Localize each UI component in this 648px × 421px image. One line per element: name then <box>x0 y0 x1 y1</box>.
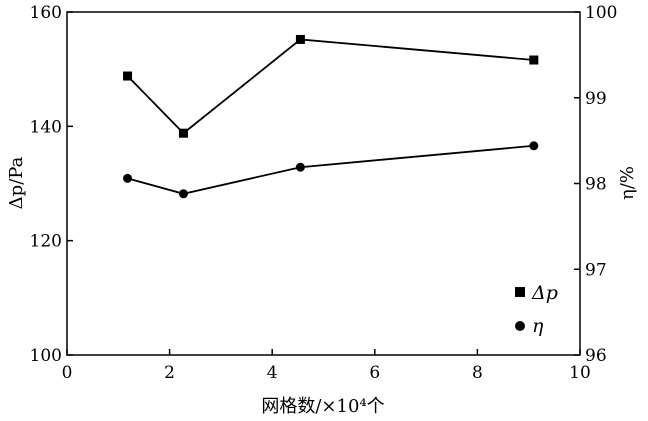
data-point-circle <box>178 189 188 199</box>
left-y-tick-label: 160 <box>30 3 62 23</box>
series-line-dp <box>126 38 534 135</box>
x-tick-label: 4 <box>267 363 278 383</box>
x-tick-label: 2 <box>164 363 175 383</box>
right-y-axis-ticks: 96 97 98 99 100 <box>574 3 617 366</box>
x-axis-ticks: 0 2 4 6 8 10 <box>62 349 591 383</box>
data-point-circle <box>295 162 305 172</box>
right-y-tick-label: 97 <box>585 260 607 280</box>
left-y-axis-title: Δp/Pa <box>6 156 27 209</box>
right-y-tick-label: 98 <box>585 175 607 195</box>
left-y-tick-label: 140 <box>30 117 62 137</box>
data-point-square <box>529 55 539 65</box>
x-tick-label: 8 <box>472 363 483 383</box>
data-point-square <box>295 34 305 44</box>
legend-label-dp: Δp <box>531 282 558 304</box>
right-y-tick-label: 100 <box>585 3 617 23</box>
x-tick-label: 6 <box>369 363 380 383</box>
data-point-square <box>178 128 188 138</box>
legend-label-eta: η <box>532 315 544 337</box>
legend: Δp η <box>515 282 558 337</box>
data-point-circle <box>123 173 133 183</box>
x-axis-title: 网格数/×10⁴个 <box>261 396 384 417</box>
legend-circle-marker <box>515 321 525 331</box>
right-y-tick-label: 96 <box>585 346 607 366</box>
left-y-tick-label: 120 <box>30 232 62 252</box>
x-tick-label: 0 <box>62 363 73 383</box>
x-tick-label: 10 <box>569 363 591 383</box>
left-y-axis-ticks: 100 120 140 160 <box>30 3 73 366</box>
data-point-square <box>123 71 133 81</box>
right-y-tick-label: 99 <box>585 89 607 109</box>
legend-square-marker <box>515 287 525 297</box>
series-line-eta <box>127 144 534 195</box>
left-y-tick-label: 100 <box>30 346 62 366</box>
series-layer <box>123 34 539 199</box>
right-y-axis-title: η/% <box>617 166 638 200</box>
data-point-circle <box>529 141 539 151</box>
